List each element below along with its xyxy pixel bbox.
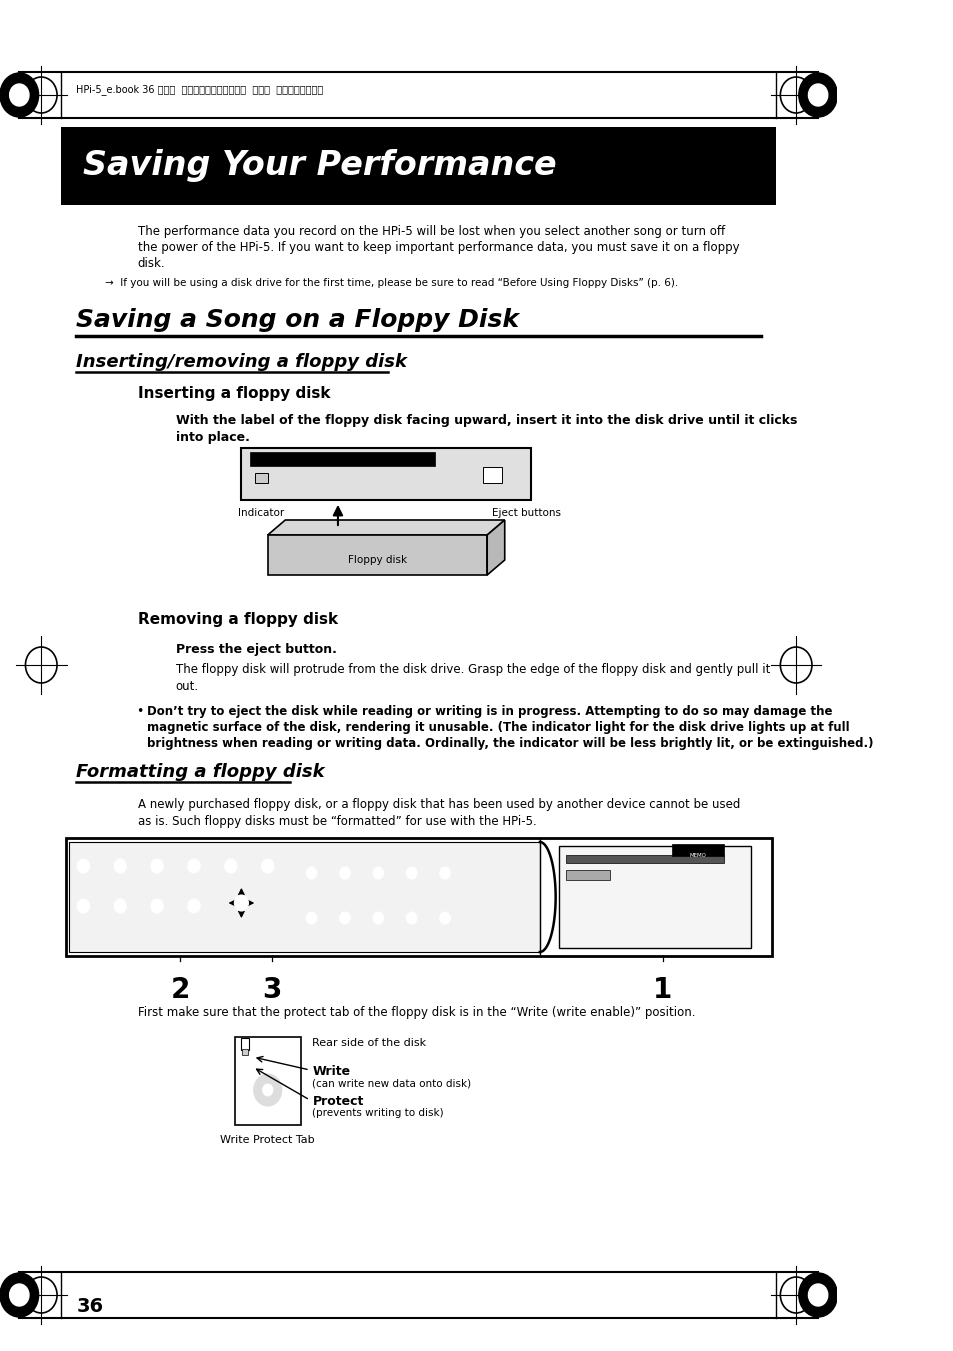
Text: 1: 1 bbox=[653, 975, 672, 1004]
Text: Eject buttons: Eject buttons bbox=[492, 508, 561, 517]
Bar bbox=[66, 838, 772, 957]
Circle shape bbox=[439, 912, 450, 924]
Text: Inserting a floppy disk: Inserting a floppy disk bbox=[137, 386, 330, 401]
Bar bbox=[61, 127, 775, 205]
Circle shape bbox=[151, 859, 163, 873]
Bar bbox=[241, 449, 531, 500]
Text: 36: 36 bbox=[76, 1297, 103, 1316]
Circle shape bbox=[306, 867, 316, 880]
Circle shape bbox=[406, 867, 416, 880]
Bar bbox=[671, 844, 723, 857]
Text: First make sure that the protect tab of the floppy disk is in the “Write (write : First make sure that the protect tab of … bbox=[137, 1006, 695, 1019]
Text: The floppy disk will protrude from the disk drive. Grasp the edge of the floppy : The floppy disk will protrude from the d… bbox=[175, 663, 769, 676]
Bar bbox=[235, 1038, 301, 1125]
Text: The performance data you record on the HPi-5 will be lost when you select anothe: The performance data you record on the H… bbox=[137, 226, 724, 238]
Circle shape bbox=[306, 912, 316, 924]
Text: brightness when reading or writing data. Ordinally, the indicator will be less b: brightness when reading or writing data.… bbox=[147, 738, 872, 750]
Polygon shape bbox=[487, 520, 504, 576]
Circle shape bbox=[77, 859, 90, 873]
Bar bbox=[250, 453, 434, 466]
Circle shape bbox=[439, 867, 450, 880]
Text: Floppy disk: Floppy disk bbox=[348, 555, 407, 565]
Circle shape bbox=[261, 859, 274, 873]
Circle shape bbox=[225, 859, 236, 873]
Bar bbox=[268, 535, 487, 576]
Text: •: • bbox=[136, 705, 143, 717]
Bar bbox=[482, 467, 501, 484]
Circle shape bbox=[0, 73, 38, 118]
Circle shape bbox=[406, 912, 416, 924]
Circle shape bbox=[234, 894, 248, 911]
Bar bbox=[70, 842, 539, 952]
Text: Write: Write bbox=[313, 1065, 351, 1078]
Text: →  If you will be using a disk drive for the first time, please be sure to read : → If you will be using a disk drive for … bbox=[105, 278, 678, 288]
Circle shape bbox=[807, 1283, 827, 1306]
Text: Rear side of the disk: Rear side of the disk bbox=[313, 1038, 426, 1048]
Bar bbox=[565, 870, 609, 880]
Text: out.: out. bbox=[175, 680, 198, 693]
Text: MEMO: MEMO bbox=[689, 852, 705, 858]
Bar bbox=[565, 855, 723, 863]
Circle shape bbox=[253, 1074, 281, 1106]
Text: Formatting a floppy disk: Formatting a floppy disk bbox=[76, 763, 325, 781]
Text: 3: 3 bbox=[262, 975, 281, 1004]
Polygon shape bbox=[268, 520, 504, 535]
Circle shape bbox=[807, 84, 827, 105]
Text: as is. Such floppy disks must be “formatted” for use with the HPi-5.: as is. Such floppy disks must be “format… bbox=[137, 815, 536, 828]
Text: Press the eject button.: Press the eject button. bbox=[175, 643, 336, 657]
Circle shape bbox=[798, 73, 837, 118]
Text: disk.: disk. bbox=[137, 257, 165, 270]
Text: (prevents writing to disk): (prevents writing to disk) bbox=[313, 1108, 444, 1119]
Text: Protect: Protect bbox=[313, 1096, 363, 1108]
Text: Inserting/removing a floppy disk: Inserting/removing a floppy disk bbox=[76, 353, 407, 372]
Text: With the label of the floppy disk facing upward, insert it into the disk drive u: With the label of the floppy disk facing… bbox=[175, 413, 796, 427]
Text: Indicator: Indicator bbox=[237, 508, 284, 517]
Bar bbox=[242, 1048, 247, 1055]
Circle shape bbox=[10, 84, 29, 105]
Circle shape bbox=[188, 859, 200, 873]
Text: Don’t try to eject the disk while reading or writing is in progress. Attempting : Don’t try to eject the disk while readin… bbox=[147, 705, 831, 717]
Circle shape bbox=[188, 898, 200, 913]
Bar bbox=[558, 846, 750, 948]
Text: HPi-5_e.book 36 ページ  ２００４年１２月２１日  火曜日  午後１２時４６分: HPi-5_e.book 36 ページ ２００４年１２月２１日 火曜日 午後１２… bbox=[76, 85, 323, 96]
Circle shape bbox=[798, 1273, 837, 1317]
Circle shape bbox=[373, 867, 383, 880]
Circle shape bbox=[339, 912, 350, 924]
Circle shape bbox=[114, 898, 126, 913]
Circle shape bbox=[262, 1084, 273, 1096]
Bar bbox=[254, 473, 268, 484]
Text: A newly purchased floppy disk, or a floppy disk that has been used by another de: A newly purchased floppy disk, or a flop… bbox=[137, 798, 740, 811]
Circle shape bbox=[151, 898, 163, 913]
Circle shape bbox=[10, 1283, 29, 1306]
Bar bbox=[240, 1038, 249, 1050]
Text: (can write new data onto disk): (can write new data onto disk) bbox=[313, 1078, 471, 1088]
Circle shape bbox=[339, 867, 350, 880]
Text: Saving Your Performance: Saving Your Performance bbox=[83, 150, 557, 182]
Text: into place.: into place. bbox=[175, 431, 249, 444]
Text: the power of the HPi-5. If you want to keep important performance data, you must: the power of the HPi-5. If you want to k… bbox=[137, 240, 739, 254]
Text: Write Protect Tab: Write Protect Tab bbox=[220, 1135, 314, 1146]
Text: 2: 2 bbox=[170, 975, 190, 1004]
Circle shape bbox=[77, 898, 90, 913]
Text: Removing a floppy disk: Removing a floppy disk bbox=[137, 612, 337, 627]
Text: magnetic surface of the disk, rendering it unusable. (The indicator light for th: magnetic surface of the disk, rendering … bbox=[147, 721, 848, 734]
Circle shape bbox=[114, 859, 126, 873]
Text: Saving a Song on a Floppy Disk: Saving a Song on a Floppy Disk bbox=[76, 308, 518, 332]
Circle shape bbox=[0, 1273, 38, 1317]
Circle shape bbox=[373, 912, 383, 924]
